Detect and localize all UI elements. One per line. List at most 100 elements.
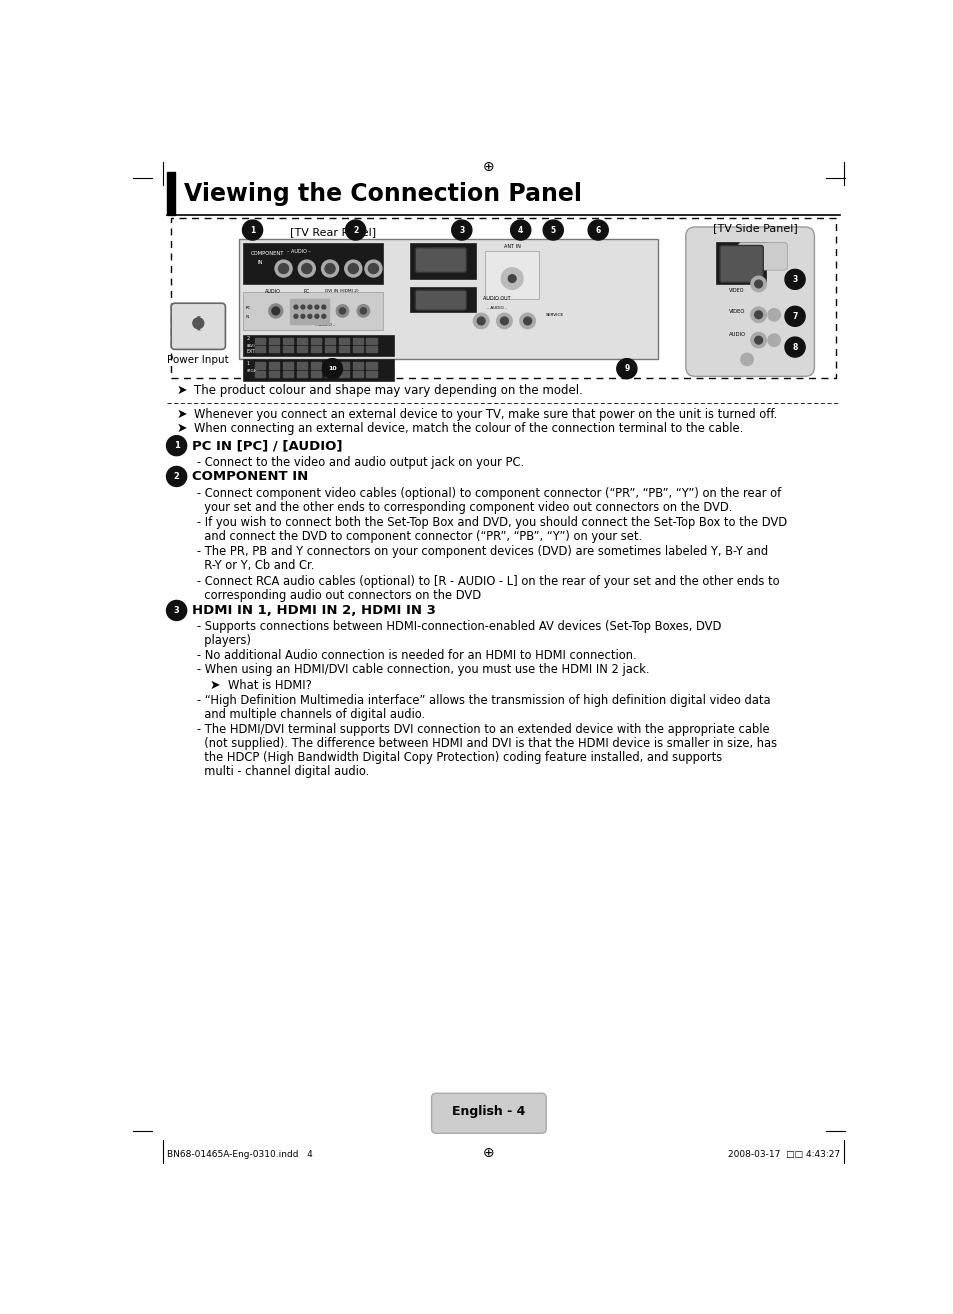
Circle shape: [193, 318, 204, 328]
Text: - “High Definition Multimedia interface” allows the transmission of high definit: - “High Definition Multimedia interface”…: [196, 694, 770, 707]
Circle shape: [308, 314, 312, 318]
Circle shape: [784, 306, 804, 326]
Circle shape: [321, 314, 325, 318]
Text: HDMI IN 3: HDMI IN 3: [739, 244, 742, 265]
Bar: [353, 347, 362, 352]
Text: ➤: ➤: [176, 409, 187, 422]
Text: - The PR, PB and Y connectors on your component devices (DVD) are sometimes labe: - The PR, PB and Y connectors on your co…: [196, 545, 767, 558]
Bar: [243, 292, 382, 330]
Text: When connecting an external device, match the colour of the connection terminal : When connecting an external device, matc…: [194, 422, 743, 435]
Circle shape: [497, 313, 512, 328]
Text: PC: PC: [303, 289, 310, 294]
Circle shape: [322, 359, 342, 378]
Circle shape: [754, 280, 761, 288]
Text: ➤: ➤: [210, 678, 220, 691]
Bar: [290, 300, 328, 325]
Bar: [366, 347, 376, 352]
Bar: [296, 371, 307, 377]
Text: - No additional Audio connection is needed for an HDMI to HDMI connection.: - No additional Audio connection is need…: [196, 649, 636, 662]
Text: - Connect RCA audio cables (optional) to [R - AUDIO - L] on the rear of your set: - Connect RCA audio cables (optional) to…: [196, 574, 779, 587]
Text: Whenever you connect an external device to your TV, make sure that power on the : Whenever you connect an external device …: [194, 409, 777, 422]
Text: - Connect component video cables (optional) to component connector (“PR”, “PB”, : - Connect component video cables (option…: [196, 487, 781, 499]
Bar: [338, 363, 348, 369]
Circle shape: [272, 307, 279, 315]
Circle shape: [473, 313, 489, 328]
Bar: [410, 243, 476, 280]
Circle shape: [274, 260, 292, 277]
Bar: [311, 371, 320, 377]
Circle shape: [167, 466, 187, 486]
Circle shape: [750, 307, 765, 322]
Text: 8: 8: [792, 343, 797, 352]
Text: HDMI IN 1, HDMI IN 2, HDMI IN 3: HDMI IN 1, HDMI IN 2, HDMI IN 3: [192, 604, 436, 618]
Text: - Connect to the video and audio output jack on your PC.: - Connect to the video and audio output …: [196, 456, 523, 469]
Circle shape: [339, 307, 345, 314]
Bar: [167, 172, 174, 214]
Text: IN: IN: [245, 315, 250, 319]
Text: 5: 5: [550, 226, 556, 235]
Text: 6: 6: [595, 226, 600, 235]
Text: VIDEO: VIDEO: [728, 309, 744, 314]
Circle shape: [519, 313, 535, 328]
Circle shape: [325, 264, 335, 273]
Text: 1: 1: [250, 226, 254, 235]
Text: 9: 9: [623, 364, 629, 373]
Text: R-Y or Y, Cb and Cr.: R-Y or Y, Cb and Cr.: [196, 560, 314, 573]
Circle shape: [301, 314, 305, 318]
Circle shape: [754, 311, 761, 318]
Text: (RGB): (RGB): [246, 369, 258, 373]
Text: 2: 2: [353, 226, 358, 235]
Circle shape: [523, 317, 531, 325]
Bar: [254, 347, 265, 352]
Bar: [282, 338, 293, 344]
FancyBboxPatch shape: [171, 218, 835, 378]
Text: ⊕: ⊕: [482, 160, 495, 173]
Bar: [410, 286, 476, 311]
Circle shape: [278, 264, 289, 273]
Circle shape: [542, 219, 562, 240]
Text: players): players): [196, 633, 251, 646]
Circle shape: [360, 307, 366, 314]
Text: 3: 3: [458, 226, 464, 235]
Bar: [243, 360, 394, 381]
Bar: [353, 363, 362, 369]
Circle shape: [269, 304, 282, 318]
Text: [TV Rear Panel]: [TV Rear Panel]: [290, 227, 375, 238]
Circle shape: [500, 317, 508, 325]
Text: DVI IN (HDMI 2): DVI IN (HDMI 2): [325, 289, 358, 293]
Text: PC IN [PC] / [AUDIO]: PC IN [PC] / [AUDIO]: [192, 439, 342, 452]
Text: AUDIO OUT: AUDIO OUT: [482, 296, 510, 301]
Circle shape: [344, 260, 361, 277]
Text: COMPONENT: COMPONENT: [251, 251, 284, 256]
Circle shape: [476, 317, 484, 325]
Bar: [311, 338, 320, 344]
Text: [TV Side Panel]: [TV Side Panel]: [712, 223, 797, 234]
Text: – AUDIO –: – AUDIO –: [486, 306, 506, 310]
Circle shape: [294, 305, 297, 309]
FancyBboxPatch shape: [415, 248, 466, 272]
Bar: [296, 338, 307, 344]
Text: 1: 1: [173, 442, 179, 451]
Circle shape: [345, 219, 365, 240]
Text: AUDIO: AUDIO: [265, 289, 280, 294]
Bar: [484, 251, 538, 298]
Text: (: (: [195, 315, 201, 331]
Circle shape: [301, 305, 305, 309]
Bar: [366, 371, 376, 377]
Circle shape: [167, 600, 187, 620]
Circle shape: [510, 219, 530, 240]
Circle shape: [314, 305, 318, 309]
Text: 10: 10: [328, 367, 336, 371]
Text: AV IN: AV IN: [744, 254, 759, 258]
Text: VIDEO: VIDEO: [728, 288, 744, 293]
Text: Viewing the Connection Panel: Viewing the Connection Panel: [184, 181, 581, 206]
Text: SERVICE: SERVICE: [545, 313, 563, 317]
Bar: [324, 347, 335, 352]
Bar: [282, 371, 293, 377]
Text: 3: 3: [792, 275, 797, 284]
Circle shape: [500, 268, 522, 289]
Text: HDMI IN: HDMI IN: [433, 247, 453, 252]
Bar: [243, 243, 382, 284]
Circle shape: [298, 260, 315, 277]
Text: and multiple channels of digital audio.: and multiple channels of digital audio.: [196, 708, 424, 721]
